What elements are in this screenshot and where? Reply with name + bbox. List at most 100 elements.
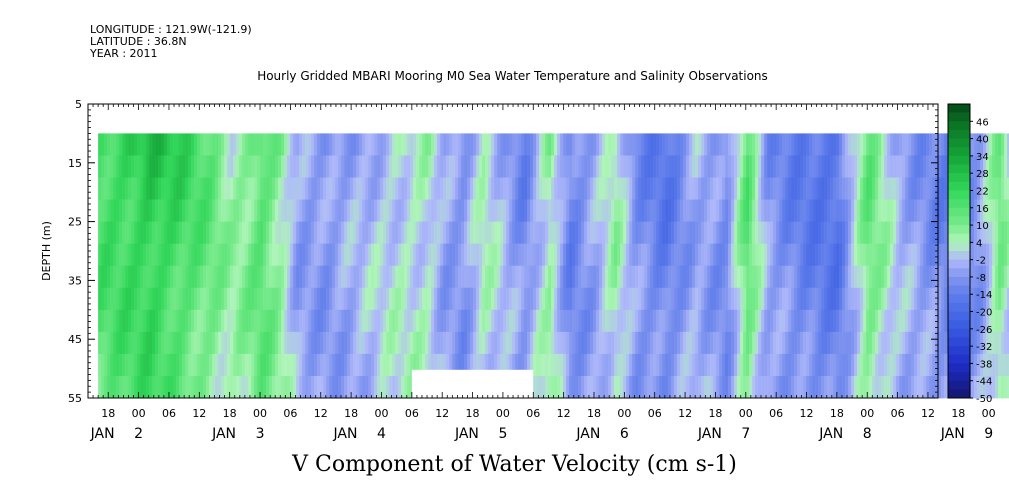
field-cell [914,375,918,399]
field-cell [269,331,273,355]
field-cell [422,265,426,289]
field-cell [773,199,777,222]
field-cell [113,265,117,289]
field-cell [404,265,408,289]
field-cell [182,331,186,355]
field-cell [902,243,906,267]
field-cell [131,133,135,156]
field-cell [680,375,684,399]
field-cell [410,199,414,222]
field-cell [617,243,621,267]
field-cell [764,199,768,222]
field-cell [935,243,939,267]
field-cell [194,177,198,200]
field-cell [335,265,339,289]
field-cell [110,133,114,156]
field-cell [464,287,468,311]
field-cell [752,309,756,333]
field-cell [500,265,504,289]
field-cell [215,199,219,222]
field-cell [560,265,564,289]
field-cell [335,155,339,178]
field-cell [383,243,387,267]
colorbar-label: -20 [976,308,992,319]
field-cell [536,353,540,377]
field-cell [452,133,456,156]
field-cell [602,243,606,267]
field-cell [485,243,489,267]
field-cell [158,309,162,333]
field-cell [797,287,801,311]
field-cell [470,221,474,245]
field-cell [227,375,231,399]
field-cell [212,133,216,156]
field-cell [581,155,585,178]
field-cell [503,221,507,245]
field-cell [524,177,528,200]
field-cell [761,375,765,399]
field-cell [977,331,981,355]
field-cell [143,155,147,178]
field-cell [641,243,645,267]
field-cell [881,309,885,333]
field-cell [296,375,300,399]
field-cell [197,199,201,222]
field-cell [770,309,774,333]
field-cell [254,353,258,377]
field-cell [716,155,720,178]
field-cell [653,353,657,377]
field-cell [857,177,861,200]
field-cell [794,177,798,200]
field-cell [122,375,126,399]
field-cell [344,287,348,311]
field-cell [110,375,114,399]
field-cell [407,331,411,355]
field-cell [338,265,342,289]
field-cell [599,133,603,156]
field-cell [887,133,891,156]
field-cell [926,375,930,399]
field-cell [689,177,693,200]
field-cell [368,287,372,311]
field-cell [1007,221,1009,245]
field-cell [923,221,927,245]
field-cell [380,331,384,355]
field-cell [227,199,231,222]
field-cell [980,133,984,156]
field-cell [986,155,990,178]
field-cell [575,155,579,178]
field-cell [881,265,885,289]
field-cell [326,309,330,333]
field-cell [593,309,597,333]
field-cell [776,199,780,222]
field-cell [158,155,162,178]
field-cell [113,199,117,222]
field-cell [653,177,657,200]
field-cell [554,199,558,222]
field-cell [341,375,345,399]
colorbar-bin [948,251,970,260]
field-cell [158,265,162,289]
field-cell [974,199,978,222]
field-cell [179,243,183,267]
field-cell [743,221,747,245]
field-cell [920,375,924,399]
field-cell [257,133,261,156]
field-cell [710,331,714,355]
field-cell [266,221,270,245]
field-cell [881,177,885,200]
field-cell [251,287,255,311]
field-cell [740,243,744,267]
field-cell [329,265,333,289]
field-cell [287,375,291,399]
field-cell [434,353,438,377]
field-cell [848,243,852,267]
field-cell [761,243,765,267]
field-cell [509,177,513,200]
field-cell [197,243,201,267]
field-cell [896,353,900,377]
field-cell [923,287,927,311]
field-cell [218,265,222,289]
field-cell [590,221,594,245]
